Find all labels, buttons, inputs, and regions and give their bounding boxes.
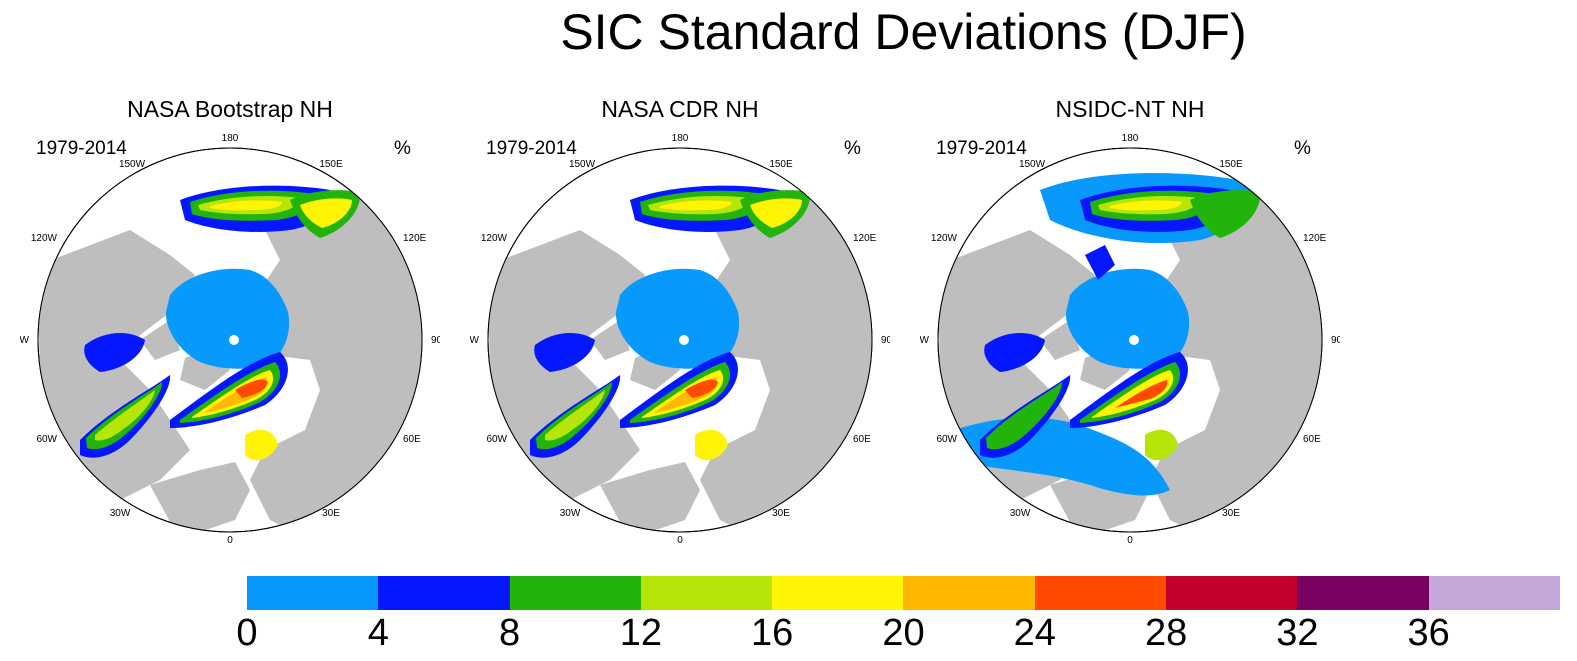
lon-label-0: 0 — [227, 535, 233, 546]
lon-label-0: 0 — [677, 535, 683, 546]
polar-map: 180 150E 120E 90E 60E 30E 0 30W 60W 90W … — [470, 133, 890, 546]
unit-label: % — [844, 138, 861, 159]
lon-label-120w: 120W — [31, 233, 58, 244]
lon-label-30e: 30E — [322, 508, 340, 519]
lon-label-150e: 150E — [769, 159, 793, 170]
lon-label-60e: 60E — [1303, 434, 1321, 445]
colorbar-segment — [772, 576, 904, 610]
lon-label-150w: 150W — [1019, 159, 1046, 170]
lon-label-30e: 30E — [772, 508, 790, 519]
colorbar-tick-label: 4 — [367, 612, 389, 654]
colorbar-segment — [509, 576, 641, 610]
colorbar-tick-label: 32 — [1276, 612, 1319, 654]
lon-label-60e: 60E — [853, 434, 871, 445]
panel-title: NSIDC-NT NH — [1055, 96, 1205, 122]
colorbar-segment — [903, 576, 1035, 610]
colorbar-segment — [640, 576, 773, 610]
map-panel-nsidc-nt: 180 150E 120E 90E 60E 30E 0 30W 60W 90W … — [920, 90, 1340, 550]
colorbar-tick-label: 8 — [499, 612, 521, 654]
polar-map: 180 150E 120E 90E 60E 30E 0 30W 60W 90W … — [20, 133, 440, 546]
lon-label-60w: 60W — [36, 434, 57, 445]
lon-label-150w: 150W — [569, 159, 596, 170]
lon-label-90w: 90W — [920, 335, 930, 346]
colorbar-tick-label: 16 — [751, 612, 794, 654]
year-range: 1979-2014 — [486, 138, 577, 159]
colorbar — [247, 576, 1560, 610]
year-range: 1979-2014 — [936, 138, 1027, 159]
colorbar-segment — [1428, 576, 1560, 610]
lon-label-60w: 60W — [486, 434, 507, 445]
lon-label-30w: 30W — [110, 508, 131, 519]
colorbar-segment — [378, 576, 510, 610]
lon-label-150w: 150W — [119, 159, 146, 170]
lon-label-150e: 150E — [319, 159, 343, 170]
lon-label-90e: 90E — [431, 335, 440, 346]
longitude-labels: 180 150E 120E 90E 60E 30E 0 30W 60W 90W … — [470, 133, 890, 546]
unit-label: % — [394, 138, 411, 159]
colorbar-segment — [1297, 576, 1429, 610]
colorbar-tick-label: 0 — [236, 612, 258, 654]
lon-label-120w: 120W — [481, 233, 508, 244]
lon-label-180: 180 — [672, 133, 689, 144]
colorbar-segment — [1166, 576, 1298, 610]
unit-label: % — [1294, 138, 1311, 159]
colorbar-tick-label: 20 — [882, 612, 925, 654]
lon-label-180: 180 — [222, 133, 239, 144]
lon-label-120w: 120W — [931, 233, 958, 244]
colorbar-tick-label: 28 — [1144, 612, 1188, 654]
lon-label-90w: 90W — [20, 335, 30, 346]
panel-title: NASA Bootstrap NH — [127, 96, 333, 122]
figure-title: SIC Standard Deviations (DJF) — [560, 4, 1247, 60]
lon-label-0: 0 — [1127, 535, 1133, 546]
lon-label-90e: 90E — [1331, 335, 1340, 346]
lon-label-120e: 120E — [853, 233, 877, 244]
colorbar-labels: 0 4 8 12 16 20 24 28 32 36 — [0, 612, 1577, 658]
longitude-labels: 180 150E 120E 90E 60E 30E 0 30W 60W 90W … — [920, 133, 1340, 546]
lon-label-180: 180 — [1122, 133, 1139, 144]
map-panel-nasa-cdr: 180 150E 120E 90E 60E 30E 0 30W 60W 90W … — [470, 90, 890, 550]
year-range: 1979-2014 — [36, 138, 127, 159]
longitude-labels: 180 150E 120E 90E 60E 30E 0 30W 60W 90W … — [20, 133, 440, 546]
lon-label-30w: 30W — [1010, 508, 1031, 519]
lon-label-90e: 90E — [881, 335, 890, 346]
colorbar-tick-label: 36 — [1407, 612, 1450, 654]
lon-label-30w: 30W — [560, 508, 581, 519]
lon-label-60w: 60W — [936, 434, 957, 445]
map-panel-nasa-bootstrap: 180 150E 120E 90E 60E 30E 0 30W 60W 90W … — [20, 90, 440, 550]
colorbar-tick-label: 24 — [1013, 612, 1056, 654]
lon-label-120e: 120E — [403, 233, 427, 244]
panel-title: NASA CDR NH — [601, 96, 759, 122]
lon-label-90w: 90W — [470, 335, 480, 346]
lon-label-30e: 30E — [1222, 508, 1240, 519]
polar-map: 180 150E 120E 90E 60E 30E 0 30W 60W 90W … — [920, 133, 1340, 546]
colorbar-segment — [1034, 576, 1167, 610]
colorbar-tick-label: 12 — [619, 612, 663, 654]
lon-label-120e: 120E — [1303, 233, 1327, 244]
lon-label-60e: 60E — [403, 434, 421, 445]
lon-label-150e: 150E — [1219, 159, 1243, 170]
colorbar-segment — [247, 576, 379, 610]
